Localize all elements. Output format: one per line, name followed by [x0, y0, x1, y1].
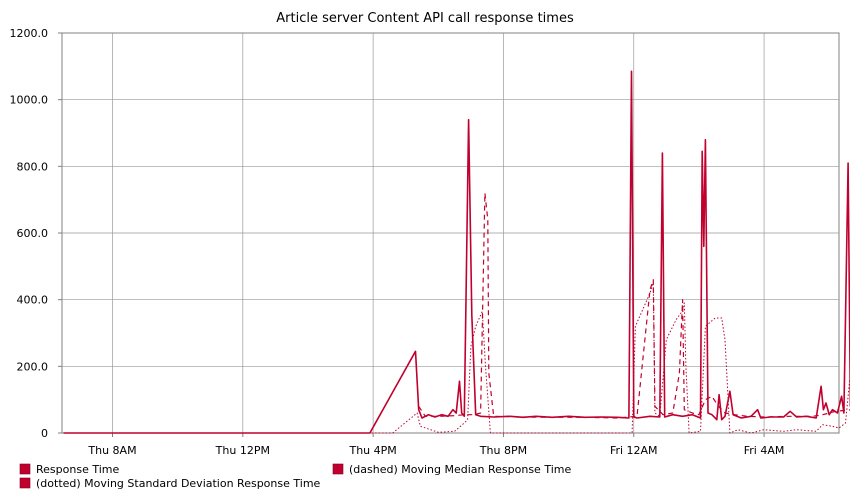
x-tick-label: Thu 4PM — [348, 444, 396, 457]
legend-swatch — [19, 463, 31, 475]
y-tick-label: 0 — [41, 427, 48, 440]
legend-label: Response Time — [36, 463, 119, 476]
y-axis: 0 200.0 400.0 600.0 800.0 1000.0 1200.0 — [10, 27, 62, 440]
legend-label: (dashed) Moving Median Response Time — [349, 463, 571, 476]
legend-swatch — [19, 477, 31, 489]
x-tick-label: Thu 8PM — [479, 444, 527, 457]
legend: Response Time (dashed) Moving Median Resp… — [19, 463, 571, 490]
x-axis: Thu 8AM Thu 12PM Thu 4PM Thu 8PM Fri 12AM Fri… — [87, 433, 784, 457]
series-line-2 — [418, 192, 850, 419]
x-tick-label: Thu 12PM — [215, 444, 270, 457]
series-line-3 — [63, 282, 850, 434]
y-tick-label: 600.0 — [17, 227, 49, 240]
y-tick-label: 1000.0 — [10, 94, 49, 107]
x-tick-label: Thu 8AM — [87, 444, 136, 457]
legend-label: (dotted) Moving Standard Deviation Respo… — [36, 477, 321, 490]
y-tick-label: 800.0 — [17, 160, 49, 173]
y-tick-label: 1200.0 — [10, 27, 49, 40]
x-tick-label: Fri 4AM — [744, 444, 785, 457]
series-lines — [63, 70, 850, 434]
y-tick-label: 200.0 — [17, 360, 49, 373]
y-tick-label: 400.0 — [17, 294, 49, 307]
chart-title: Article server Content API call response… — [276, 11, 574, 26]
x-tick-label: Fri 12AM — [610, 444, 658, 457]
legend-swatch — [332, 463, 344, 475]
grid-lines — [62, 33, 839, 433]
